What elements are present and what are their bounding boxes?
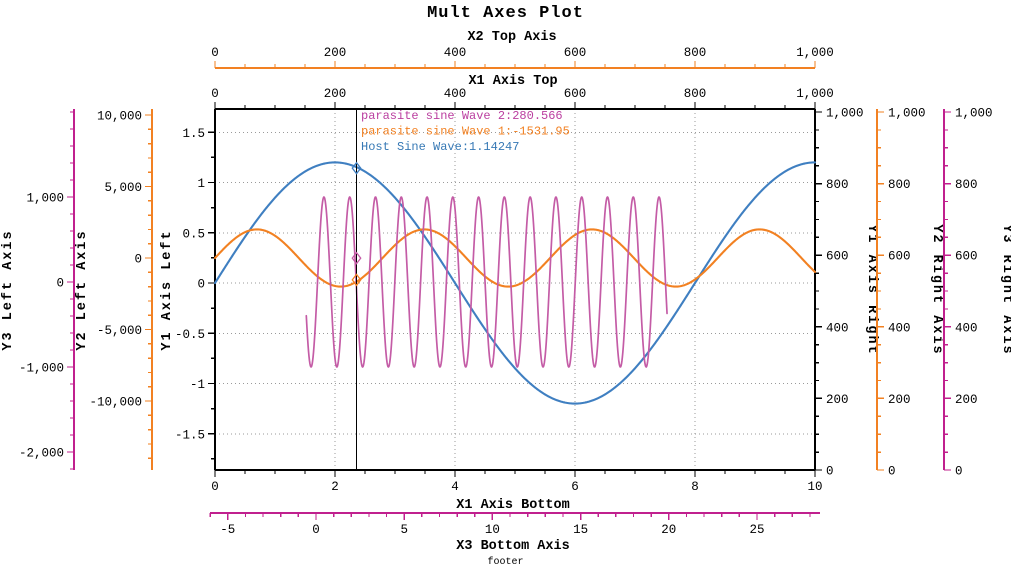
tick-label: 400 xyxy=(826,321,849,335)
tick-label: 0 xyxy=(826,465,834,479)
tick-label: 800 xyxy=(826,178,849,192)
tick-label: 1,000 xyxy=(955,107,993,121)
axis-y2-right: 0 200 400 600 800 1,000 Y2 Right Axis xyxy=(876,107,944,479)
tick-label: 4 xyxy=(451,480,459,494)
axis-x2-top: 0 200 400 600 800 1,000 X2 Top Axis xyxy=(211,30,834,69)
axis-title-y3-right: Y3 Right Axis xyxy=(999,224,1011,355)
axis-y1-right: 0 200 400 600 800 1,000 Y1 Axis Right xyxy=(814,107,879,479)
tick-label: 0 xyxy=(211,46,219,60)
tick-label: -0.5 xyxy=(175,328,205,342)
tick-label: -1.5 xyxy=(175,428,205,442)
tick-label: -5 xyxy=(220,523,235,537)
axis-title-y1-right: Y1 Axis Right xyxy=(864,224,879,355)
tick-label: 25 xyxy=(749,523,764,537)
tick-label: 600 xyxy=(955,250,978,264)
tick-label: 5,000 xyxy=(104,181,142,195)
axis-title-y3-left: Y3 Left Axis xyxy=(1,229,16,350)
axis-y2-left: 10,000 5,000 0 -5,000 -10,000 Y2 Left Axis xyxy=(75,109,153,470)
tick-label: 10,000 xyxy=(97,110,142,124)
tick-label: 0 xyxy=(134,253,142,267)
tick-label: 1,000 xyxy=(826,107,864,121)
tick-label: 1,000 xyxy=(888,107,926,121)
tick-label: 400 xyxy=(888,321,911,335)
axis-x1-top: 0 200 400 600 800 1,000 X1 Axis Top xyxy=(211,74,834,110)
chart-footer: footer xyxy=(487,557,524,568)
tick-label: 600 xyxy=(826,250,849,264)
plot-area[interactable] xyxy=(215,109,815,470)
tick-label: 0.5 xyxy=(182,227,205,241)
tick-label: 800 xyxy=(888,178,911,192)
tick-label: 10 xyxy=(485,523,500,537)
tick-label: 20 xyxy=(661,523,676,537)
tick-label: 200 xyxy=(324,46,347,60)
axis-y3-right: 0 200 400 600 800 1,000 Y3 Right Axis xyxy=(943,107,1011,479)
tick-label: -10,000 xyxy=(89,396,142,410)
tick-label: 200 xyxy=(955,393,978,407)
tick-label: 1,000 xyxy=(796,87,834,101)
tick-label: 1,000 xyxy=(796,46,834,60)
tick-label: 400 xyxy=(955,321,978,335)
cursor-marker-parasite-sine-wave-2[interactable] xyxy=(351,251,362,265)
tick-label: 600 xyxy=(564,87,587,101)
axis-title-x1-bottom: X1 Axis Bottom xyxy=(456,498,569,513)
tick-label: -2,000 xyxy=(19,447,64,461)
tick-label: 200 xyxy=(888,393,911,407)
tick-label: 8 xyxy=(691,480,699,494)
axis-title-x3-bottom: X3 Bottom Axis xyxy=(456,539,569,554)
tick-label: 15 xyxy=(573,523,588,537)
axis-title-y2-left: Y2 Left Axis xyxy=(75,229,90,350)
axis-title-x2-top: X2 Top Axis xyxy=(467,30,556,45)
tick-label: 0 xyxy=(211,480,219,494)
tick-label: 600 xyxy=(564,46,587,60)
series-parasite-sine-wave-2[interactable] xyxy=(305,196,668,368)
tick-label: -1 xyxy=(190,378,205,392)
cursor-marker-host-sine-wave[interactable] xyxy=(351,161,362,175)
tick-label: 0 xyxy=(955,465,963,479)
chart-title: Mult Axes Plot xyxy=(427,4,584,23)
axis-y3-left: 1,000 0 -1,000 -2,000 Y3 Left Axis xyxy=(1,109,75,470)
tooltip-line-3: Host Sine Wave:1.14247 xyxy=(361,140,519,154)
tick-label: 0 xyxy=(197,278,205,292)
tick-label: 200 xyxy=(826,393,849,407)
axis-title-y1-left: Y1 Axis Left xyxy=(160,229,175,350)
gridlines xyxy=(215,109,815,470)
cursor-marker-parasite-sine-wave-1[interactable] xyxy=(351,273,362,287)
tick-label: 0 xyxy=(312,523,320,537)
series-parasite-sine-wave-1[interactable] xyxy=(213,228,817,288)
cursor-tooltip: parasite sine Wave 2:280.566 parasite sin… xyxy=(361,109,570,154)
axis-x1-bottom: 0 2 4 6 8 10 X1 Axis Bottom xyxy=(211,469,823,513)
tick-label: 800 xyxy=(955,178,978,192)
tick-label: 1 xyxy=(197,177,205,191)
tick-label: 400 xyxy=(444,87,467,101)
tick-label: 2 xyxy=(331,480,339,494)
axis-y1-left: 1.5 1 0.5 0 -0.5 -1 -1.5 Y1 Axis Left xyxy=(160,109,216,470)
axis-x3-bottom: -5 0 5 10 15 20 25 X3 Bottom Axis xyxy=(209,512,820,554)
tick-label: 400 xyxy=(444,46,467,60)
tick-label: 200 xyxy=(324,87,347,101)
tooltip-line-1: parasite sine Wave 2:280.566 xyxy=(361,109,563,123)
tick-label: 600 xyxy=(888,250,911,264)
tick-label: 1.5 xyxy=(182,127,205,141)
tick-label: -1,000 xyxy=(19,362,64,376)
tick-label: 1,000 xyxy=(26,192,64,206)
axis-title-x1-top: X1 Axis Top xyxy=(468,74,557,89)
tick-label: 0 xyxy=(56,277,64,291)
tick-label: 800 xyxy=(684,46,707,60)
tick-label: 0 xyxy=(888,465,896,479)
series-host-sine-wave[interactable] xyxy=(213,161,817,405)
tick-label: 800 xyxy=(684,87,707,101)
tick-label: 10 xyxy=(807,480,822,494)
tick-label: -5,000 xyxy=(97,324,142,338)
tick-label: 0 xyxy=(211,87,219,101)
axis-title-y2-right: Y2 Right Axis xyxy=(929,224,944,355)
tooltip-line-2: parasite sine Wave 1:-1531.95 xyxy=(361,125,570,139)
tick-label: 5 xyxy=(400,523,408,537)
tick-label: 6 xyxy=(571,480,579,494)
